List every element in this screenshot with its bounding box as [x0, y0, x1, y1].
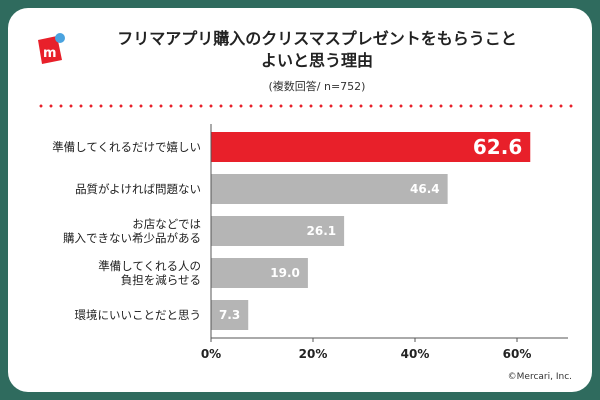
- bar-value-label-2: 26.1: [307, 224, 337, 238]
- category-label-3-0: 準備してくれる人の: [98, 259, 201, 273]
- category-label-4-0: 環境にいいことだと思う: [75, 308, 202, 322]
- category-label-2-1: 購入できない希少品がある: [63, 231, 201, 245]
- bar-value-label-3: 19.0: [270, 266, 300, 280]
- bar-2: [211, 216, 345, 246]
- chart-subtitle: (複数回答/ n=752): [268, 80, 366, 93]
- bar-3: [211, 258, 308, 288]
- category-label-0-0: 準備してくれるだけで嬉しい: [52, 140, 201, 154]
- mercari-logo-icon: m: [38, 33, 65, 64]
- x-tick-label-0: 0%: [201, 347, 221, 361]
- x-tick-label-1: 20%: [299, 347, 328, 361]
- svg-text:m: m: [43, 46, 57, 61]
- chart-title-line2: よいと思う理由: [260, 51, 373, 70]
- dotted-divider: [36, 104, 576, 108]
- bar-4: [211, 300, 249, 330]
- bar-value-label-0: 62.6: [473, 135, 522, 159]
- bar-0: [211, 132, 531, 162]
- bar-1: [211, 174, 448, 204]
- chart-card: m フリマアプリ購入のクリスマスプレゼントをもらうこと よいと思う理由 (複数回…: [8, 8, 592, 392]
- x-tick-label-3: 60%: [503, 347, 532, 361]
- category-label-2-0: お店などでは: [132, 217, 201, 231]
- bar-value-label-1: 46.4: [410, 182, 440, 196]
- category-label-1-0: 品質がよければ問題ない: [75, 182, 201, 196]
- category-label-3-1: 負担を減らせる: [121, 273, 201, 287]
- bar-value-label-4: 7.3: [219, 308, 240, 322]
- chart-title: フリマアプリ購入のクリスマスプレゼントをもらうこと よいと思う理由: [82, 28, 552, 72]
- bar-chart: 62.6 準備してくれるだけで嬉しい 46.4 品質がよければ問題ない 26.1 お店など…: [52, 124, 568, 361]
- copyright-text: ©Mercari, Inc.: [507, 372, 572, 382]
- chart-title-line1: フリマアプリ購入のクリスマスプレゼントをもらうこと: [117, 29, 517, 48]
- x-tick-label-2: 40%: [401, 347, 430, 361]
